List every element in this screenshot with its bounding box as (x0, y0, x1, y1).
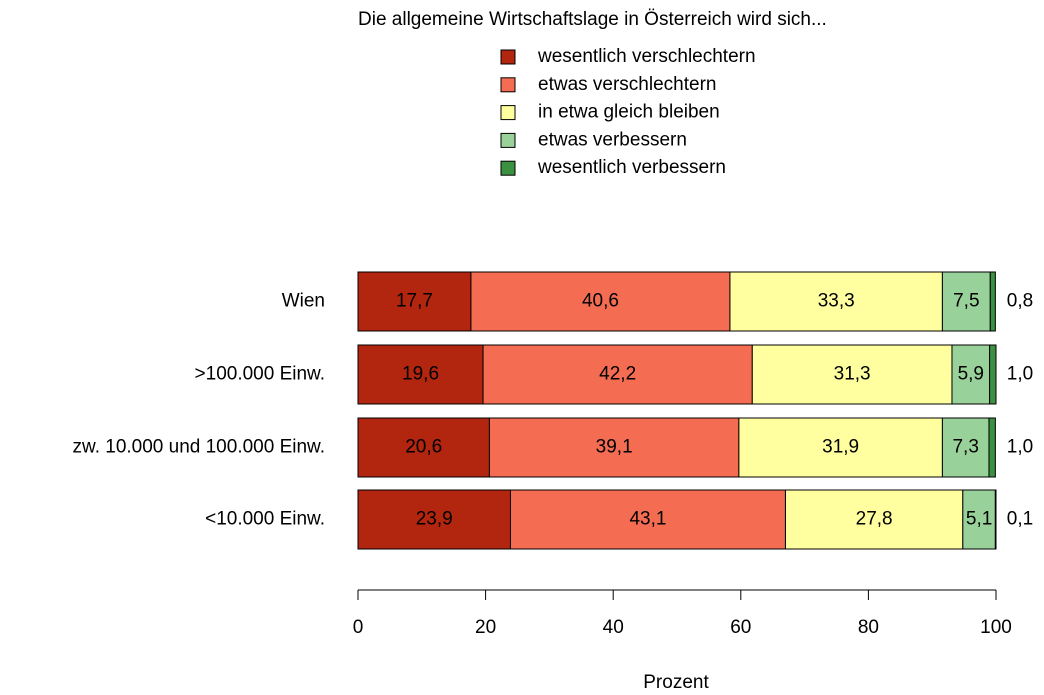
value-label: 31,3 (834, 364, 871, 385)
value-label: 20,6 (405, 437, 442, 458)
x-tick-label: 20 (475, 617, 496, 638)
legend-label: etwas verschlechtern (538, 74, 716, 95)
legend-label: wesentlich verbessern (537, 157, 726, 178)
y-tick-label: zw. 10.000 und 100.000 Einw. (73, 437, 325, 458)
bar-segment (357, 417, 490, 478)
legend-label: wesentlich verschlechtern (537, 46, 756, 67)
y-tick-label: <10.000 Einw. (205, 509, 325, 530)
bar-segment (989, 344, 997, 405)
legend-swatch (500, 49, 516, 65)
value-label: 43,1 (629, 509, 666, 530)
y-tick-label: Wien (282, 291, 325, 312)
value-label: 27,8 (856, 509, 893, 530)
value-label: 5,1 (966, 509, 992, 530)
bar-segment (357, 489, 511, 550)
bar-segment (941, 271, 991, 332)
value-label: 23,9 (416, 509, 453, 530)
value-label: 42,2 (599, 364, 636, 385)
legend-swatch (500, 160, 516, 176)
x-tick-label: 0 (353, 617, 364, 638)
x-tick-label: 80 (858, 617, 879, 638)
x-axis-label: Prozent (643, 672, 709, 693)
value-label: 7,3 (952, 437, 978, 458)
legend-swatch (500, 77, 516, 93)
bar-segment (988, 417, 996, 478)
x-tick-label: 40 (603, 617, 624, 638)
value-label: 40,6 (582, 291, 619, 312)
value-label: 17,7 (396, 291, 433, 312)
bar-segment (962, 489, 996, 550)
bar-segment (357, 344, 484, 405)
value-label: 1,0 (1007, 364, 1033, 385)
bar-segment (488, 417, 740, 478)
bar-segment (357, 271, 472, 332)
bar-segment (509, 489, 786, 550)
legend-label: etwas verbessern (538, 129, 687, 150)
value-label: 33,3 (818, 291, 855, 312)
legend-swatch (500, 132, 516, 148)
value-label: 0,1 (1007, 509, 1033, 530)
bar-segment (738, 417, 943, 478)
legend-label: in etwa gleich bleiben (538, 102, 720, 123)
value-label: 0,8 (1007, 291, 1033, 312)
bar-segment (729, 271, 943, 332)
bar-segment (470, 271, 731, 332)
value-label: 39,1 (596, 437, 633, 458)
value-label: 19,6 (402, 364, 439, 385)
chart-title: Die allgemeine Wirtschaftslage in Österr… (358, 9, 827, 30)
legend-swatch (500, 105, 516, 121)
x-tick-label: 60 (730, 617, 751, 638)
value-label: 31,9 (822, 437, 859, 458)
value-label: 7,5 (953, 291, 979, 312)
x-tick-label: 100 (980, 617, 1012, 638)
bar-segment (784, 489, 964, 550)
y-tick-label: >100.000 Einw. (195, 364, 325, 385)
value-label: 5,9 (958, 364, 984, 385)
bar-segment (482, 344, 753, 405)
value-label: 1,0 (1007, 437, 1033, 458)
bar-segment (994, 489, 997, 550)
bar-segment (989, 271, 996, 332)
bar-segment (941, 417, 990, 478)
